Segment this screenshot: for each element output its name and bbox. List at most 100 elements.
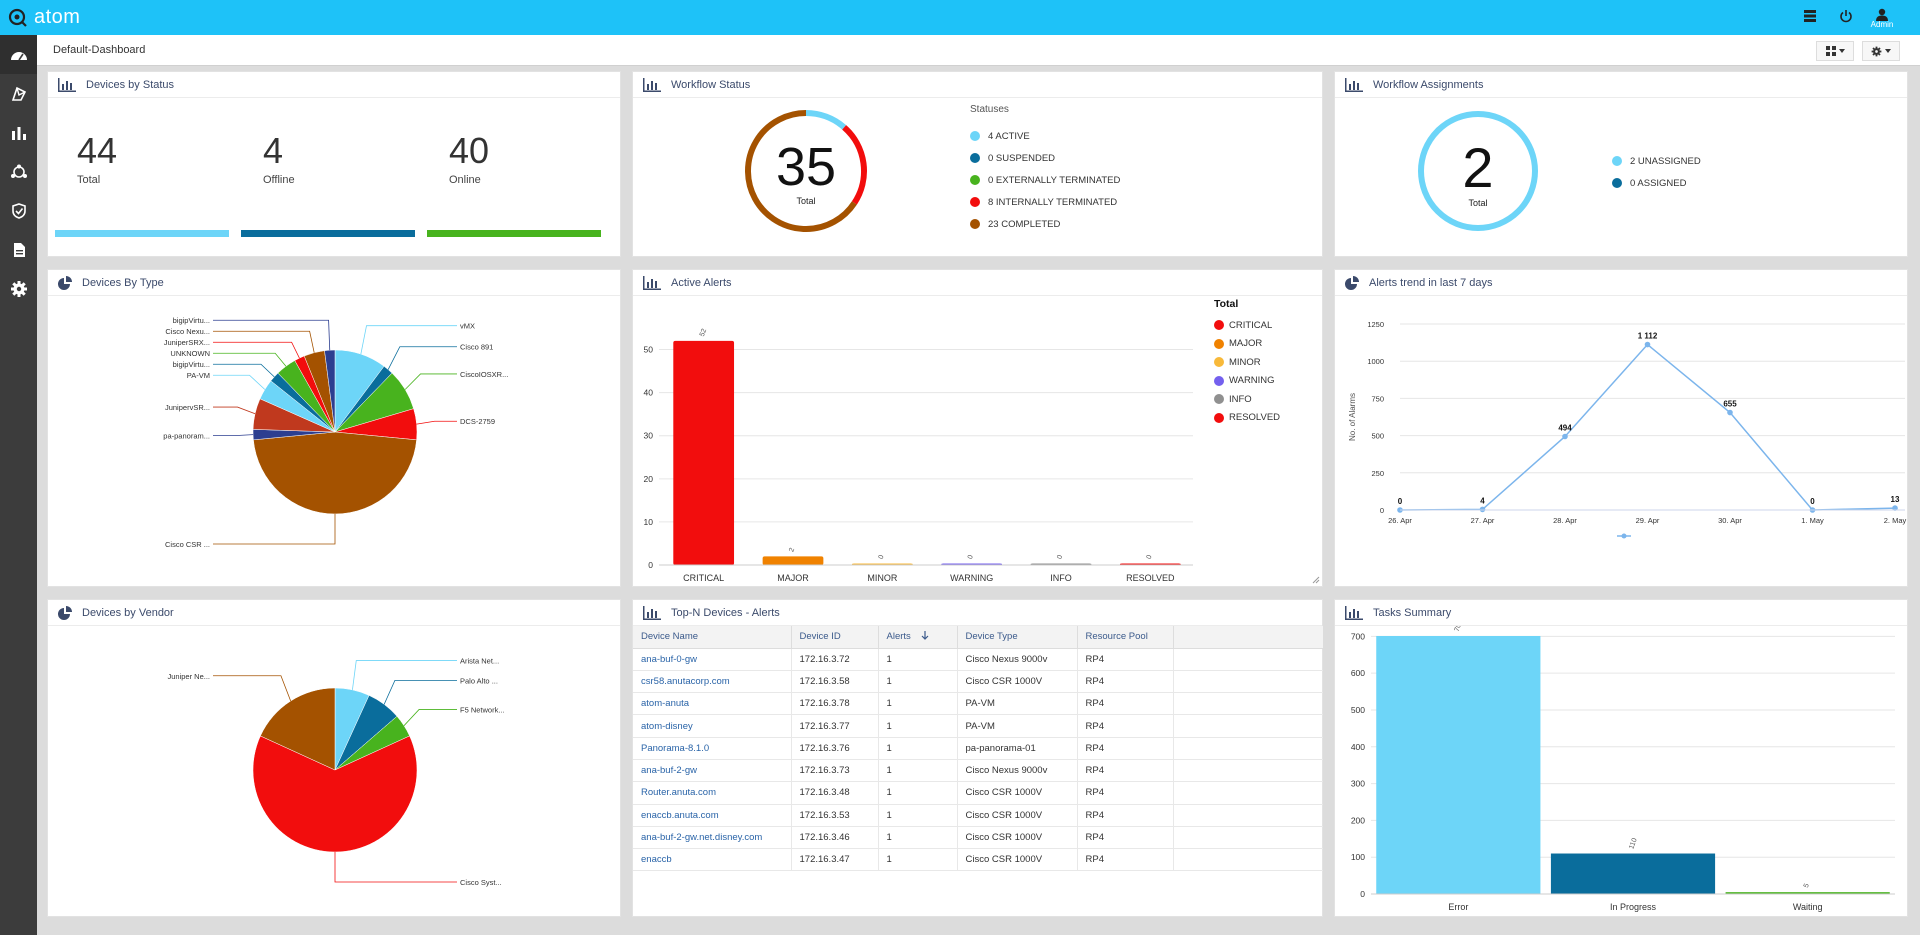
legend-item[interactable]: 0 ASSIGNED <box>1612 172 1701 194</box>
gear-icon <box>10 280 27 297</box>
dashboard-title: Default-Dashboard <box>53 44 146 56</box>
legend-item[interactable]: 8 INTERNALLY TERMINATED <box>970 191 1120 213</box>
table-row[interactable]: enaccb.anuta.com 172.16.3.53 1 Cisco CSR 10… <box>633 804 1323 827</box>
data-point[interactable] <box>1562 433 1568 440</box>
user-menu[interactable]: Admin <box>1864 6 1900 30</box>
power-button[interactable] <box>1828 6 1864 30</box>
device-name-cell[interactable]: atom-disney <box>633 714 792 738</box>
resize-handle-icon[interactable] <box>1312 576 1320 584</box>
column-header-device-id[interactable]: Device ID <box>791 626 879 649</box>
data-point[interactable] <box>1479 506 1486 513</box>
sidebar-item-documents[interactable] <box>0 230 37 269</box>
sidebar-item-security[interactable] <box>0 191 37 230</box>
table-row[interactable]: enaccb 172.16.3.47 1 Cisco CSR 1000V RP4 <box>633 848 1323 872</box>
workflow-status-donut[interactable] <box>741 106 871 236</box>
bar[interactable] <box>1725 892 1890 894</box>
sidebar-item-topology[interactable] <box>0 152 37 191</box>
legend-item[interactable]: 2 UNASSIGNED <box>1612 150 1701 172</box>
bar[interactable] <box>1376 635 1541 894</box>
active-alerts-bar-chart[interactable]: 0 10 20 30 40 50 52 CRITICAL 2 MAJOR 0 MINOR 0 WARNIN… <box>633 296 1193 586</box>
column-header-alerts[interactable]: Alerts <box>878 626 958 649</box>
bar[interactable] <box>1550 853 1716 894</box>
legend-item[interactable]: RESOLVED <box>1214 409 1280 428</box>
legend-label: WARNING <box>1229 375 1275 387</box>
x-tick-label: 27. Apr <box>1471 516 1495 525</box>
workflow-assignments-donut[interactable] <box>1416 109 1540 233</box>
data-point[interactable] <box>1892 505 1898 511</box>
table-row[interactable]: ana-buf-2-gw.net.disney.com 172.16.3.46 1 C… <box>633 826 1323 850</box>
series-line[interactable] <box>1399 343 1896 511</box>
pie-label: Arista Net... <box>460 657 499 666</box>
device-name-cell[interactable]: enaccb.anuta.com <box>633 804 792 827</box>
sidebar-item-devices[interactable] <box>0 74 37 113</box>
column-header-device-type[interactable]: Device Type <box>957 626 1078 649</box>
bar[interactable] <box>673 340 735 565</box>
legend-dot <box>970 131 980 141</box>
sidebar-item-analytics[interactable] <box>0 113 37 152</box>
device-name-cell[interactable]: ana-buf-0-gw <box>633 648 792 671</box>
column-header-resource-pool[interactable]: Resource Pool <box>1077 626 1174 649</box>
list-icon <box>1804 10 1816 22</box>
legend-dot <box>970 153 980 163</box>
legend-item[interactable]: 0 EXTERNALLY TERMINATED <box>970 169 1120 191</box>
app-logo[interactable]: atom <box>8 6 80 29</box>
column-header-device-name[interactable]: Device Name <box>633 626 792 649</box>
x-tick-label: WARNING <box>950 573 993 583</box>
table-row[interactable]: atom-disney 172.16.3.77 1 PA-VM RP4 <box>633 714 1323 738</box>
sidebar-item-settings[interactable] <box>0 269 37 308</box>
x-tick-label: Waiting <box>1793 902 1823 912</box>
bar-chart-icon <box>1345 605 1363 620</box>
donut-segment[interactable] <box>842 125 867 205</box>
bar[interactable] <box>762 556 824 565</box>
legend-item[interactable]: MAJOR <box>1214 335 1280 354</box>
table-row[interactable]: ana-buf-0-gw 172.16.3.72 1 Cisco Nexus 9000… <box>633 648 1323 671</box>
legend-label: MAJOR <box>1229 338 1263 350</box>
device-name-cell[interactable]: Panorama-8.1.0 <box>633 737 792 760</box>
legend-dot <box>1214 375 1224 386</box>
devices-by-type-pie[interactable]: vMX Cisco 891 CiscoIOSXR... DCS-2759 bigipVi… <box>48 296 620 586</box>
legend-item[interactable]: INFO <box>1214 390 1280 409</box>
offline-stat[interactable]: 4 Offline <box>263 130 295 186</box>
device-name-cell[interactable]: ana-buf-2-gw <box>633 759 792 783</box>
table-row[interactable]: csr58.anutacorp.com 172.16.3.58 1 Cisco CSR… <box>633 670 1323 694</box>
pie-slice[interactable] <box>253 431 417 515</box>
data-point[interactable] <box>1727 409 1733 416</box>
y-tick-label: 750 <box>1371 394 1384 403</box>
sidebar-item-dashboard[interactable] <box>0 35 37 74</box>
bar-chart-icon <box>1345 77 1363 92</box>
legend-item[interactable]: MINOR <box>1214 353 1280 372</box>
data-point[interactable] <box>1644 341 1651 348</box>
online-label: Online <box>449 174 481 186</box>
devices-by-vendor-pie[interactable]: Arista Net... Palo Alto ... F5 Network... C… <box>48 626 620 916</box>
table-row[interactable]: atom-anuta 172.16.3.78 1 PA-VM RP4 <box>633 692 1323 716</box>
data-label: 701 <box>1454 626 1465 633</box>
alerts-trend-line-chart[interactable]: 0 250 500 750 1000 1250 No. of Alarms 0 26. Apr 4… <box>1335 296 1907 586</box>
panel-title: Tasks Summary <box>1373 606 1452 619</box>
legend-item[interactable]: 23 COMPLETED <box>970 213 1120 235</box>
device-name-cell[interactable]: Router.anuta.com <box>633 781 792 805</box>
pie-slice[interactable] <box>252 735 418 853</box>
device-name-cell[interactable]: ana-buf-2-gw.net.disney.com <box>633 826 792 850</box>
pie-slice[interactable] <box>260 687 336 771</box>
table-row[interactable]: ana-buf-2-gw 172.16.3.73 1 Cisco Nexus 9000… <box>633 759 1323 783</box>
y-tick-label: 10 <box>644 517 654 527</box>
settings-dropdown-button[interactable] <box>1862 41 1900 61</box>
total-stat[interactable]: 44 Total <box>77 130 117 186</box>
list-button[interactable] <box>1792 6 1828 30</box>
legend-item[interactable]: 4 ACTIVE <box>970 125 1120 147</box>
table-row[interactable]: Panorama-8.1.0 172.16.3.76 1 pa-panorama-01… <box>633 737 1323 760</box>
online-stat[interactable]: 40 Online <box>449 130 489 186</box>
donut-segment[interactable] <box>745 110 857 232</box>
device-name-cell[interactable]: enaccb <box>633 848 792 872</box>
device-name-cell[interactable]: csr58.anutacorp.com <box>633 670 792 694</box>
table-row[interactable]: Router.anuta.com 172.16.3.48 1 Cisco CSR 10… <box>633 781 1323 805</box>
legend-item[interactable]: WARNING <box>1214 372 1280 391</box>
layout-dropdown-button[interactable] <box>1816 41 1854 61</box>
device-name-cell[interactable]: atom-anuta <box>633 692 792 716</box>
data-label: 5 <box>1803 883 1811 889</box>
pie-label: Cisco 891 <box>460 343 493 352</box>
donut-segment[interactable] <box>805 110 847 130</box>
legend-item[interactable]: 0 SUSPENDED <box>970 147 1120 169</box>
tasks-summary-bar-chart[interactable]: 0 100 200 300 400 500 600 700 701 Error 110 In Prog… <box>1335 626 1907 916</box>
legend-item[interactable]: CRITICAL <box>1214 316 1280 335</box>
